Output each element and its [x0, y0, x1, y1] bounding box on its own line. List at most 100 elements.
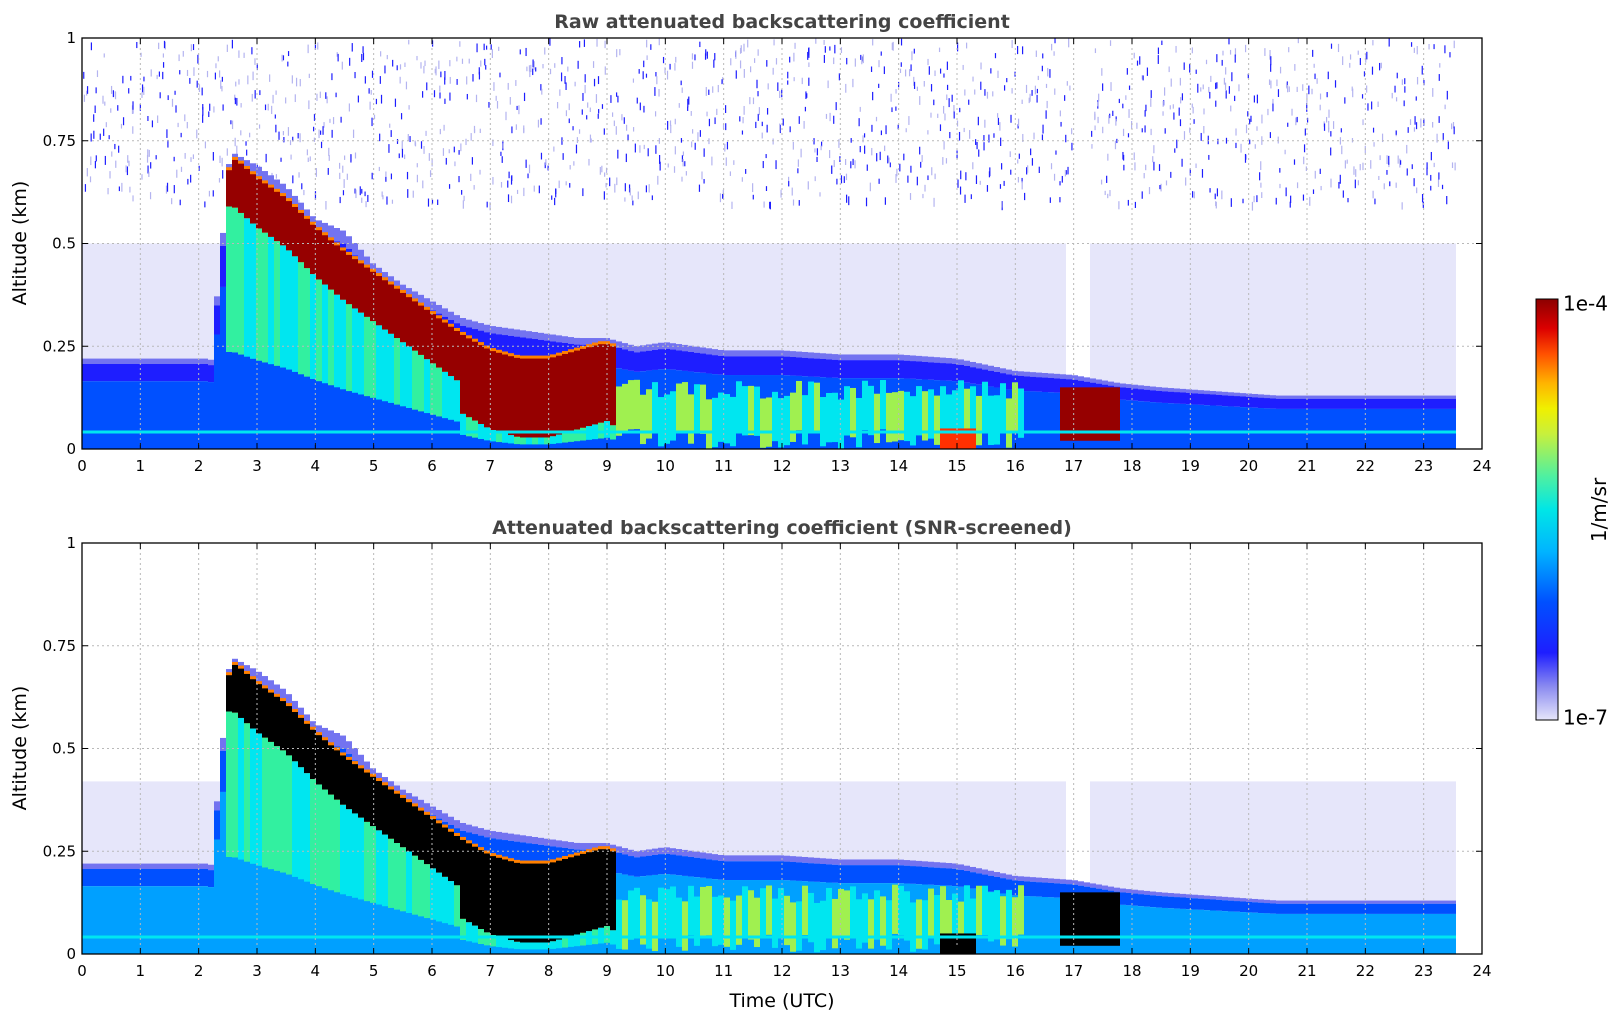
heat-cell-plume — [250, 728, 256, 864]
heat-cell-surface-line — [172, 935, 178, 939]
heat-cell-layer — [1252, 898, 1258, 903]
heat-cell-noise — [287, 127, 290, 136]
heat-cell-surface-line — [310, 430, 316, 434]
heat-cell-noise — [772, 138, 774, 145]
heat-cell-noise — [488, 101, 490, 108]
heat-cell-noise — [865, 197, 868, 207]
heat-cell-noise — [1109, 113, 1111, 119]
heat-cell-layer — [1360, 903, 1366, 914]
heat-cell-noise — [516, 105, 518, 110]
heat-cell-layer — [814, 857, 820, 864]
heat-cell-surface-line — [1120, 935, 1126, 939]
heat-cell-surface-line — [1348, 935, 1354, 939]
heat-cell-layer — [490, 326, 496, 334]
y-tick-label: 0.25 — [43, 337, 76, 355]
heat-cell-noise — [704, 53, 707, 60]
heat-cell-surface-line — [646, 430, 652, 434]
heat-cell-surface-line — [868, 935, 874, 939]
heat-cell-layer — [820, 358, 826, 378]
heat-cell-patch — [688, 394, 694, 444]
heat-cell-layer — [94, 364, 100, 382]
heat-cell-noise — [919, 146, 921, 155]
heat-cell-layer — [1426, 900, 1432, 904]
heat-cell-noise — [510, 195, 513, 204]
heat-cell-layer — [1192, 404, 1198, 449]
heat-cell-noise — [1164, 128, 1166, 134]
heat-cell-layer — [928, 362, 934, 380]
heat-cell-layer — [1198, 404, 1204, 449]
heat-cell-noise — [769, 201, 771, 210]
heat-cell-surface-line — [1342, 935, 1348, 939]
heat-cell-noise — [574, 81, 576, 87]
heat-cell-layer — [1432, 913, 1438, 954]
heat-cell-layer — [1348, 408, 1354, 449]
heat-cell-layer — [142, 886, 148, 954]
heat-cell-layer — [1066, 879, 1072, 885]
heat-cell-noise — [275, 124, 277, 133]
heat-cell-patch — [748, 890, 754, 940]
heat-cell-patch — [844, 386, 850, 436]
heat-cell-layer — [904, 360, 910, 379]
heat-cell-noise — [173, 156, 175, 162]
heat-cell-layer — [1312, 903, 1318, 914]
heat-cell-layer — [1054, 392, 1060, 449]
heat-cell-noise — [1115, 116, 1117, 122]
heat-cell-layer — [1120, 383, 1126, 388]
heat-cell-noise — [647, 148, 649, 157]
heat-cell-haze — [1378, 781, 1384, 954]
heat-cell-noise — [1173, 112, 1175, 120]
heat-cell-surface-line — [964, 935, 970, 939]
heat-cell-layer — [1294, 900, 1300, 904]
heat-cell-surface-line — [286, 935, 292, 939]
heat-cell-layer — [892, 360, 898, 379]
heat-cell-noise — [165, 185, 168, 194]
heat-cell-noise — [986, 91, 989, 99]
heat-cell-surface-line — [922, 430, 928, 434]
heat-cell-layer — [1390, 398, 1396, 409]
heat-cell-surface-line — [550, 935, 556, 939]
heat-cell-noise — [424, 60, 426, 67]
heat-cell-layer — [562, 336, 568, 343]
heat-cell-layer — [964, 365, 970, 383]
heat-cell-noise — [725, 105, 727, 113]
heat-cell-noise — [986, 185, 989, 192]
heat-cell-core — [478, 345, 484, 425]
heat-cell-layer — [520, 330, 526, 338]
heat-cell-core — [412, 806, 418, 856]
heat-cell-layer — [1204, 390, 1210, 395]
heat-cell-layer — [1030, 376, 1036, 392]
heat-cell-layer — [88, 863, 94, 870]
heat-cell-noise — [836, 178, 838, 185]
heat-cell-layer — [490, 333, 496, 357]
heat-cell-noise — [126, 166, 129, 176]
heat-cell-noise — [1377, 101, 1379, 107]
heat-cell-layer — [1048, 882, 1054, 898]
heat-cell-noise — [948, 98, 950, 108]
heat-cell-noise — [559, 89, 561, 96]
heat-cell-noise — [1260, 161, 1262, 171]
heat-cell-layer — [190, 364, 196, 382]
heat-cell-noise — [187, 178, 189, 185]
heat-cell-haze — [1342, 243, 1348, 449]
heat-cell-core — [238, 163, 244, 213]
heat-cell-plume — [232, 712, 238, 858]
heat-cell-noise — [871, 124, 873, 132]
x-tick-label: 10 — [656, 962, 675, 980]
heat-cell-layer — [928, 356, 934, 363]
heat-cell-core — [268, 187, 274, 237]
heat-cell-layer — [916, 860, 922, 867]
heat-cell-layer — [664, 853, 670, 875]
heat-cell-layer — [718, 355, 724, 375]
heat-cell-noise — [1036, 94, 1038, 103]
heat-cell-surface-line — [220, 430, 226, 434]
heat-cell-layer — [1390, 903, 1396, 914]
screened-y-axis-label: Altitude (km) — [9, 686, 31, 811]
heat-cell-surface-line — [82, 935, 88, 939]
heat-cell-noise — [484, 58, 486, 66]
heat-cell-surface-line — [952, 935, 958, 939]
heat-cell-noise — [558, 180, 560, 189]
heat-cell-layer — [652, 848, 658, 855]
heat-cell-layer — [916, 361, 922, 380]
heat-cell-noise — [533, 185, 535, 192]
heat-cell-haze — [1438, 243, 1444, 449]
